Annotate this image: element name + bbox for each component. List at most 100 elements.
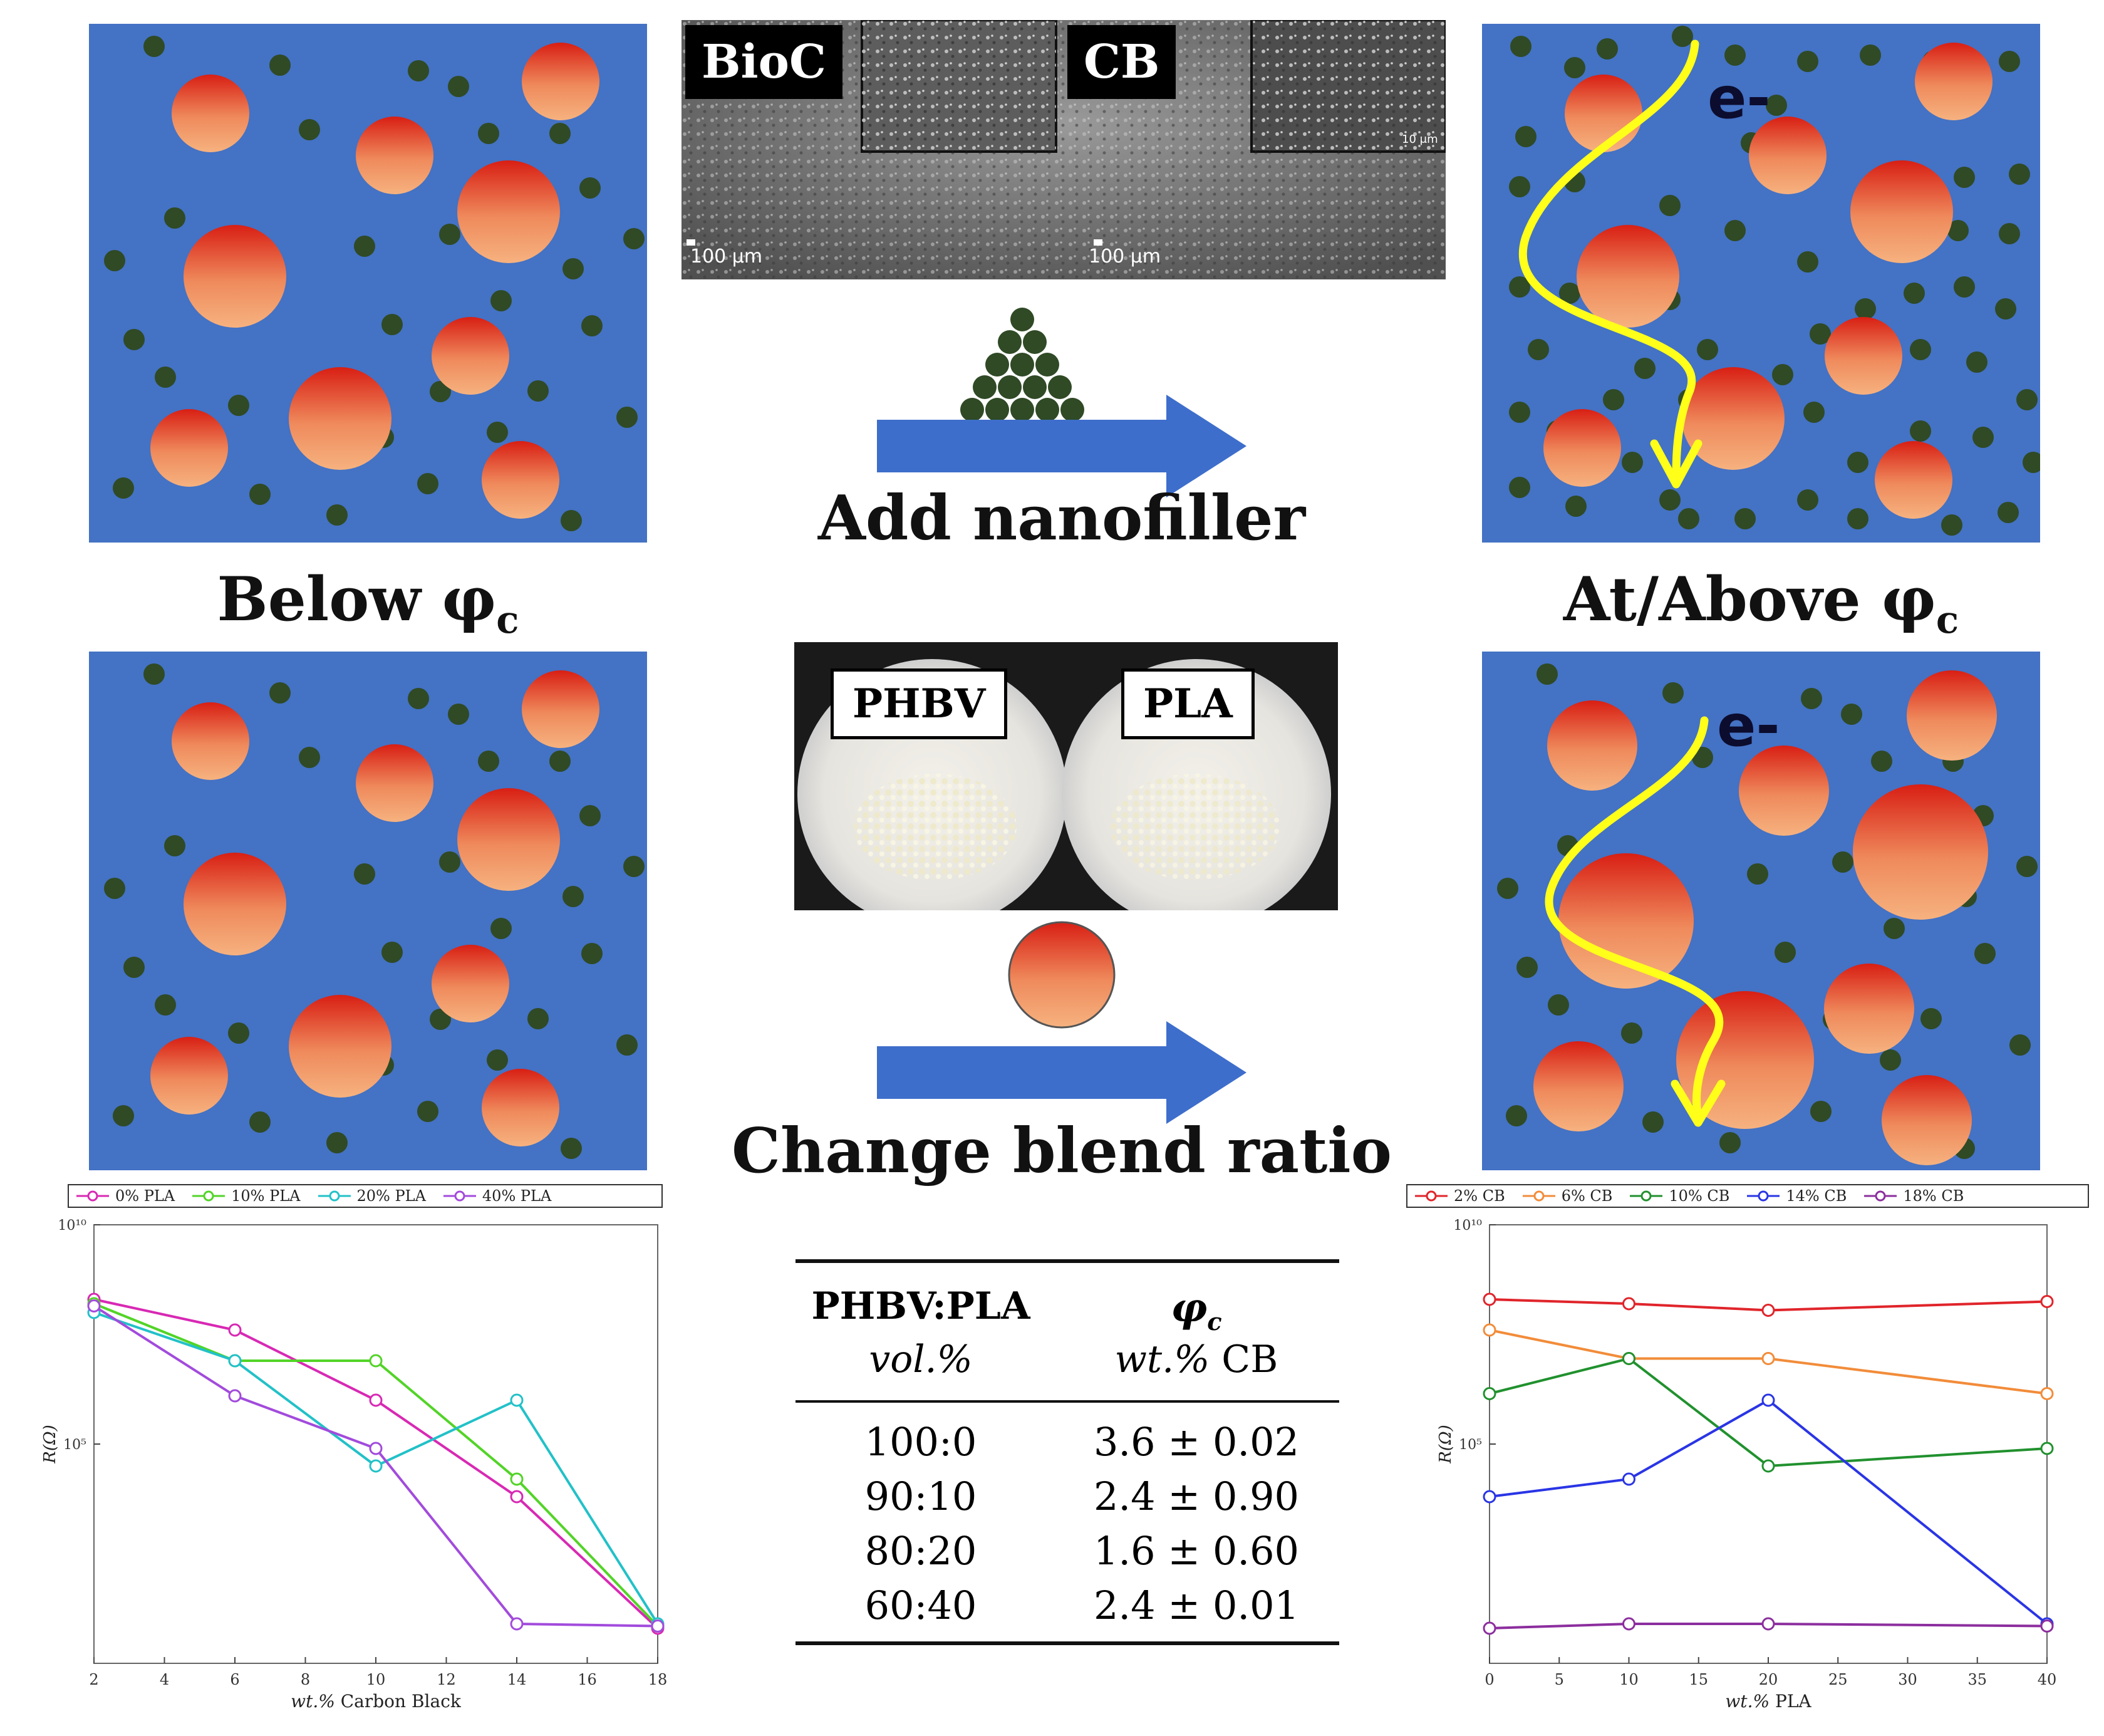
x-tick-label: 25 [1828,1671,1848,1688]
data-point [1622,1352,1635,1365]
matrix-above-top: e- [1482,24,2040,543]
sem-tag-bioc: BioC [685,25,842,99]
matrix-below-top [89,24,647,543]
x-tick-label: 30 [1898,1671,1917,1688]
x-tick-label: 35 [1967,1671,1987,1688]
y-tick-label: 10⁵ [63,1437,86,1453]
data-point [87,1299,101,1312]
x-tick-label: 12 [437,1671,456,1688]
table-row: 80:20 1.6 ± 0.60 [795,1528,1339,1583]
x-tick-label: 0 [1485,1671,1494,1688]
data-point [1761,1393,1775,1407]
plot-area [1489,1224,2048,1664]
data-point [369,1442,383,1455]
legend-entry: 14% CB [1746,1187,1847,1205]
legend-swatch [1747,1190,1780,1202]
panel-above-bottom: e- [1482,652,2040,1170]
table-cell-ratio: 100:0 [864,1419,977,1465]
legend-label: 10% PLA [231,1187,301,1205]
legend-label: 0% PLA [115,1187,175,1205]
table-unit-cb: CB [1210,1338,1278,1381]
legend-right: 2% CB 6% CB 10% CB 14% CB 18% CB [1406,1184,2089,1208]
blend-particle [1008,921,1116,1029]
chart-right: 0 5 10 15 20 25 30 35 40 10¹⁰ 10⁵ wt.% PLA R(Ω) [1436,1218,2056,1712]
electron-label-top: e- [1708,65,1771,132]
table-unit-italic: wt.% [1114,1338,1210,1381]
y-axis-label: R(Ω) [41,1425,60,1463]
label-above-text: At/Above φ [1563,564,1936,635]
data-point [1761,1617,1775,1631]
legend-entry: 40% PLA [442,1187,551,1205]
data-point [1483,1292,1496,1306]
x-axis-label: wt.% Carbon Black [291,1691,462,1712]
tag-phbv: PHBV [831,668,1008,739]
y-tick-label: 10¹⁰ [58,1218,86,1234]
table-cell-ratio: 80:20 [864,1528,977,1574]
table-header-phi-sub: c [1207,1307,1222,1336]
x-tick-label: 14 [507,1671,527,1688]
legend-swatch [1630,1190,1663,1202]
nanofiller-arrow-group [877,308,1246,497]
data-point [510,1617,524,1631]
legend-label: 6% CB [1561,1187,1613,1205]
nanofiller-arrow [877,395,1246,497]
legend-left: 0% PLA 10% PLA 20% PLA 40% PLA [68,1184,663,1208]
legend-label: 40% PLA [482,1187,552,1205]
panel-below-bottom [89,652,647,1170]
sem-inset-scale: 10 μm [1402,133,1438,146]
legend-swatch [443,1190,476,1202]
panel-below-top [89,24,647,543]
data-point [510,1393,524,1407]
x-tick-label: 16 [578,1671,597,1688]
legend-entry: 18% CB [1863,1187,1964,1205]
data-point [510,1472,524,1486]
table-row: 60:40 2.4 ± 0.01 [795,1583,1339,1637]
data-point [651,1619,665,1633]
data-point [2040,1619,2054,1633]
legend-swatch [318,1190,351,1202]
legend-label: 14% CB [1786,1187,1847,1205]
filler-pyramid [960,308,1084,422]
x-axis-label: wt.% PLA [1725,1691,1811,1712]
table-cell-ratio: 90:10 [864,1474,977,1519]
legend-swatch [76,1190,109,1202]
legend-entry: 10% CB [1629,1187,1729,1205]
x-axis-label-italic: wt.% [291,1691,335,1712]
table-body: 100:0 3.6 ± 0.02 90:10 2.4 ± 0.90 80:20 … [795,1419,1339,1637]
x-tick-label: 6 [230,1671,239,1688]
table-row: 100:0 3.6 ± 0.02 [795,1419,1339,1474]
sem-scale-left: 100 μm [690,246,763,268]
y-tick-label: 10¹⁰ [1453,1218,1482,1234]
y-tick-label: 10⁵ [1459,1437,1482,1453]
label-add-nanofiller: Add nanofiller [817,482,1306,554]
chart-left: 2 4 6 8 10 12 14 16 18 10¹⁰ 10⁵ wt.% Carbon Black R(… [41,1218,667,1712]
x-tick-label: 10 [366,1671,386,1688]
table-header-col2-unit: wt.% CB [1065,1338,1328,1381]
x-tick-label: 10 [1619,1671,1639,1688]
data-point [2040,1442,2054,1455]
data-point [1483,1490,1496,1504]
legend-swatch [1864,1190,1897,1202]
table-cell-ratio: 60:40 [864,1583,977,1628]
series-line [1489,1298,2048,1312]
x-tick-label: 8 [301,1671,310,1688]
data-point [369,1459,383,1473]
x-tick-label: 20 [1759,1671,1778,1688]
legend-label: 18% CB [1903,1187,1964,1205]
legend-label: 2% CB [1454,1187,1505,1205]
label-above-sub: c [1936,598,1959,643]
table-header-col2: φc [1065,1284,1328,1336]
x-tick-label: 15 [1689,1671,1708,1688]
data-point [228,1389,242,1403]
label-above: At/Above φc [1482,564,2040,642]
x-tick-label: 5 [1555,1671,1564,1688]
series-line [1489,1357,2048,1468]
data-point [369,1354,383,1368]
data-point [1622,1472,1635,1486]
blend-arrow-group [877,921,1246,1124]
x-tick-label: 4 [160,1671,169,1688]
table-header-col1-sub: vol.% [869,1338,973,1381]
data-point [2040,1387,2054,1400]
data-point [2040,1295,2054,1308]
label-below-sub: c [496,598,519,643]
